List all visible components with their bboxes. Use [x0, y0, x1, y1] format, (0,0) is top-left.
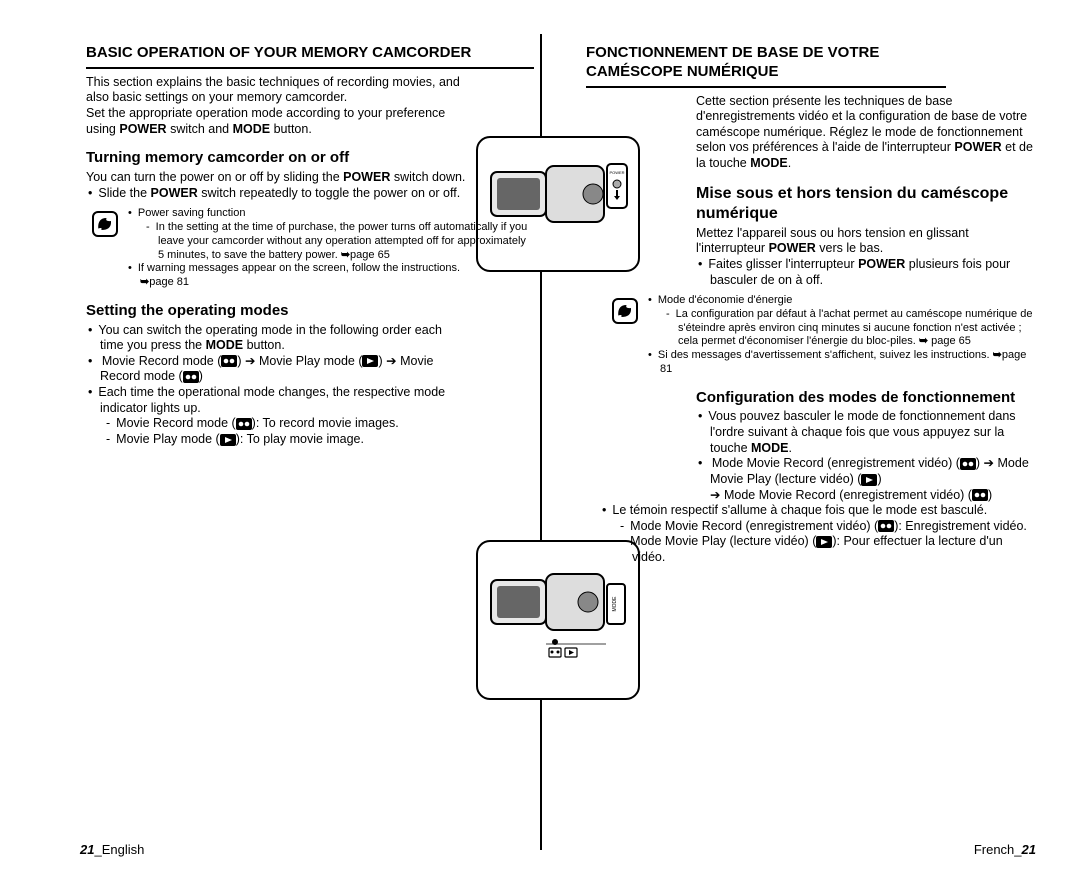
- page-english: BASIC OPERATION OF YOUR MEMORY CAMCORDER…: [80, 44, 540, 844]
- heading-main-fr: FONCTIONNEMENT DE BASE DE VOTRE CAMÉSCOP…: [586, 44, 946, 88]
- power-desc-fr: Mettez l'appareil sous ou hors tension e…: [696, 226, 1034, 257]
- intro-fr: Cette section présente les techniques de…: [696, 94, 1034, 172]
- power-bullets-fr: Faites glisser l'interrupteur POWER plus…: [710, 257, 1034, 288]
- note-en: Power saving function In the setting at …: [92, 207, 534, 290]
- page-french: FONCTIONNEMENT DE BASE DE VOTRE CAMÉSCOP…: [580, 44, 1040, 844]
- note-fr: Mode d'économie d'énergie La configurati…: [612, 294, 1034, 377]
- heading-power-fr: Mise sous et hors tension du caméscope n…: [696, 184, 1034, 224]
- heading-power-en: Turning memory camcorder on or off: [86, 149, 466, 168]
- power-bullets-en: Slide the POWER switch repeatedly to tog…: [100, 186, 466, 202]
- intro2-en: Set the appropriate operation mode accor…: [86, 106, 466, 137]
- modes-bullets-fr-2: Le témoin respectif s'allume à chaque fo…: [614, 503, 1034, 566]
- note-icon: [612, 298, 638, 324]
- heading-modes-fr: Configuration des modes de fonctionnemen…: [696, 389, 1034, 408]
- footer-fr: French_21: [974, 842, 1036, 858]
- note-icon: [92, 211, 118, 237]
- intro-en: This section explains the basic techniqu…: [86, 75, 466, 106]
- heading-modes-en: Setting the operating modes: [86, 302, 466, 321]
- power-desc-en: You can turn the power on or off by slid…: [86, 170, 466, 186]
- footer-en: 21_English: [80, 842, 144, 858]
- modes-bullets-en: You can switch the operating mode in the…: [100, 323, 466, 448]
- modes-bullets-fr: Vous pouvez basculer le mode de fonction…: [710, 409, 1034, 503]
- heading-main-en: BASIC OPERATION OF YOUR MEMORY CAMCORDER: [86, 44, 534, 69]
